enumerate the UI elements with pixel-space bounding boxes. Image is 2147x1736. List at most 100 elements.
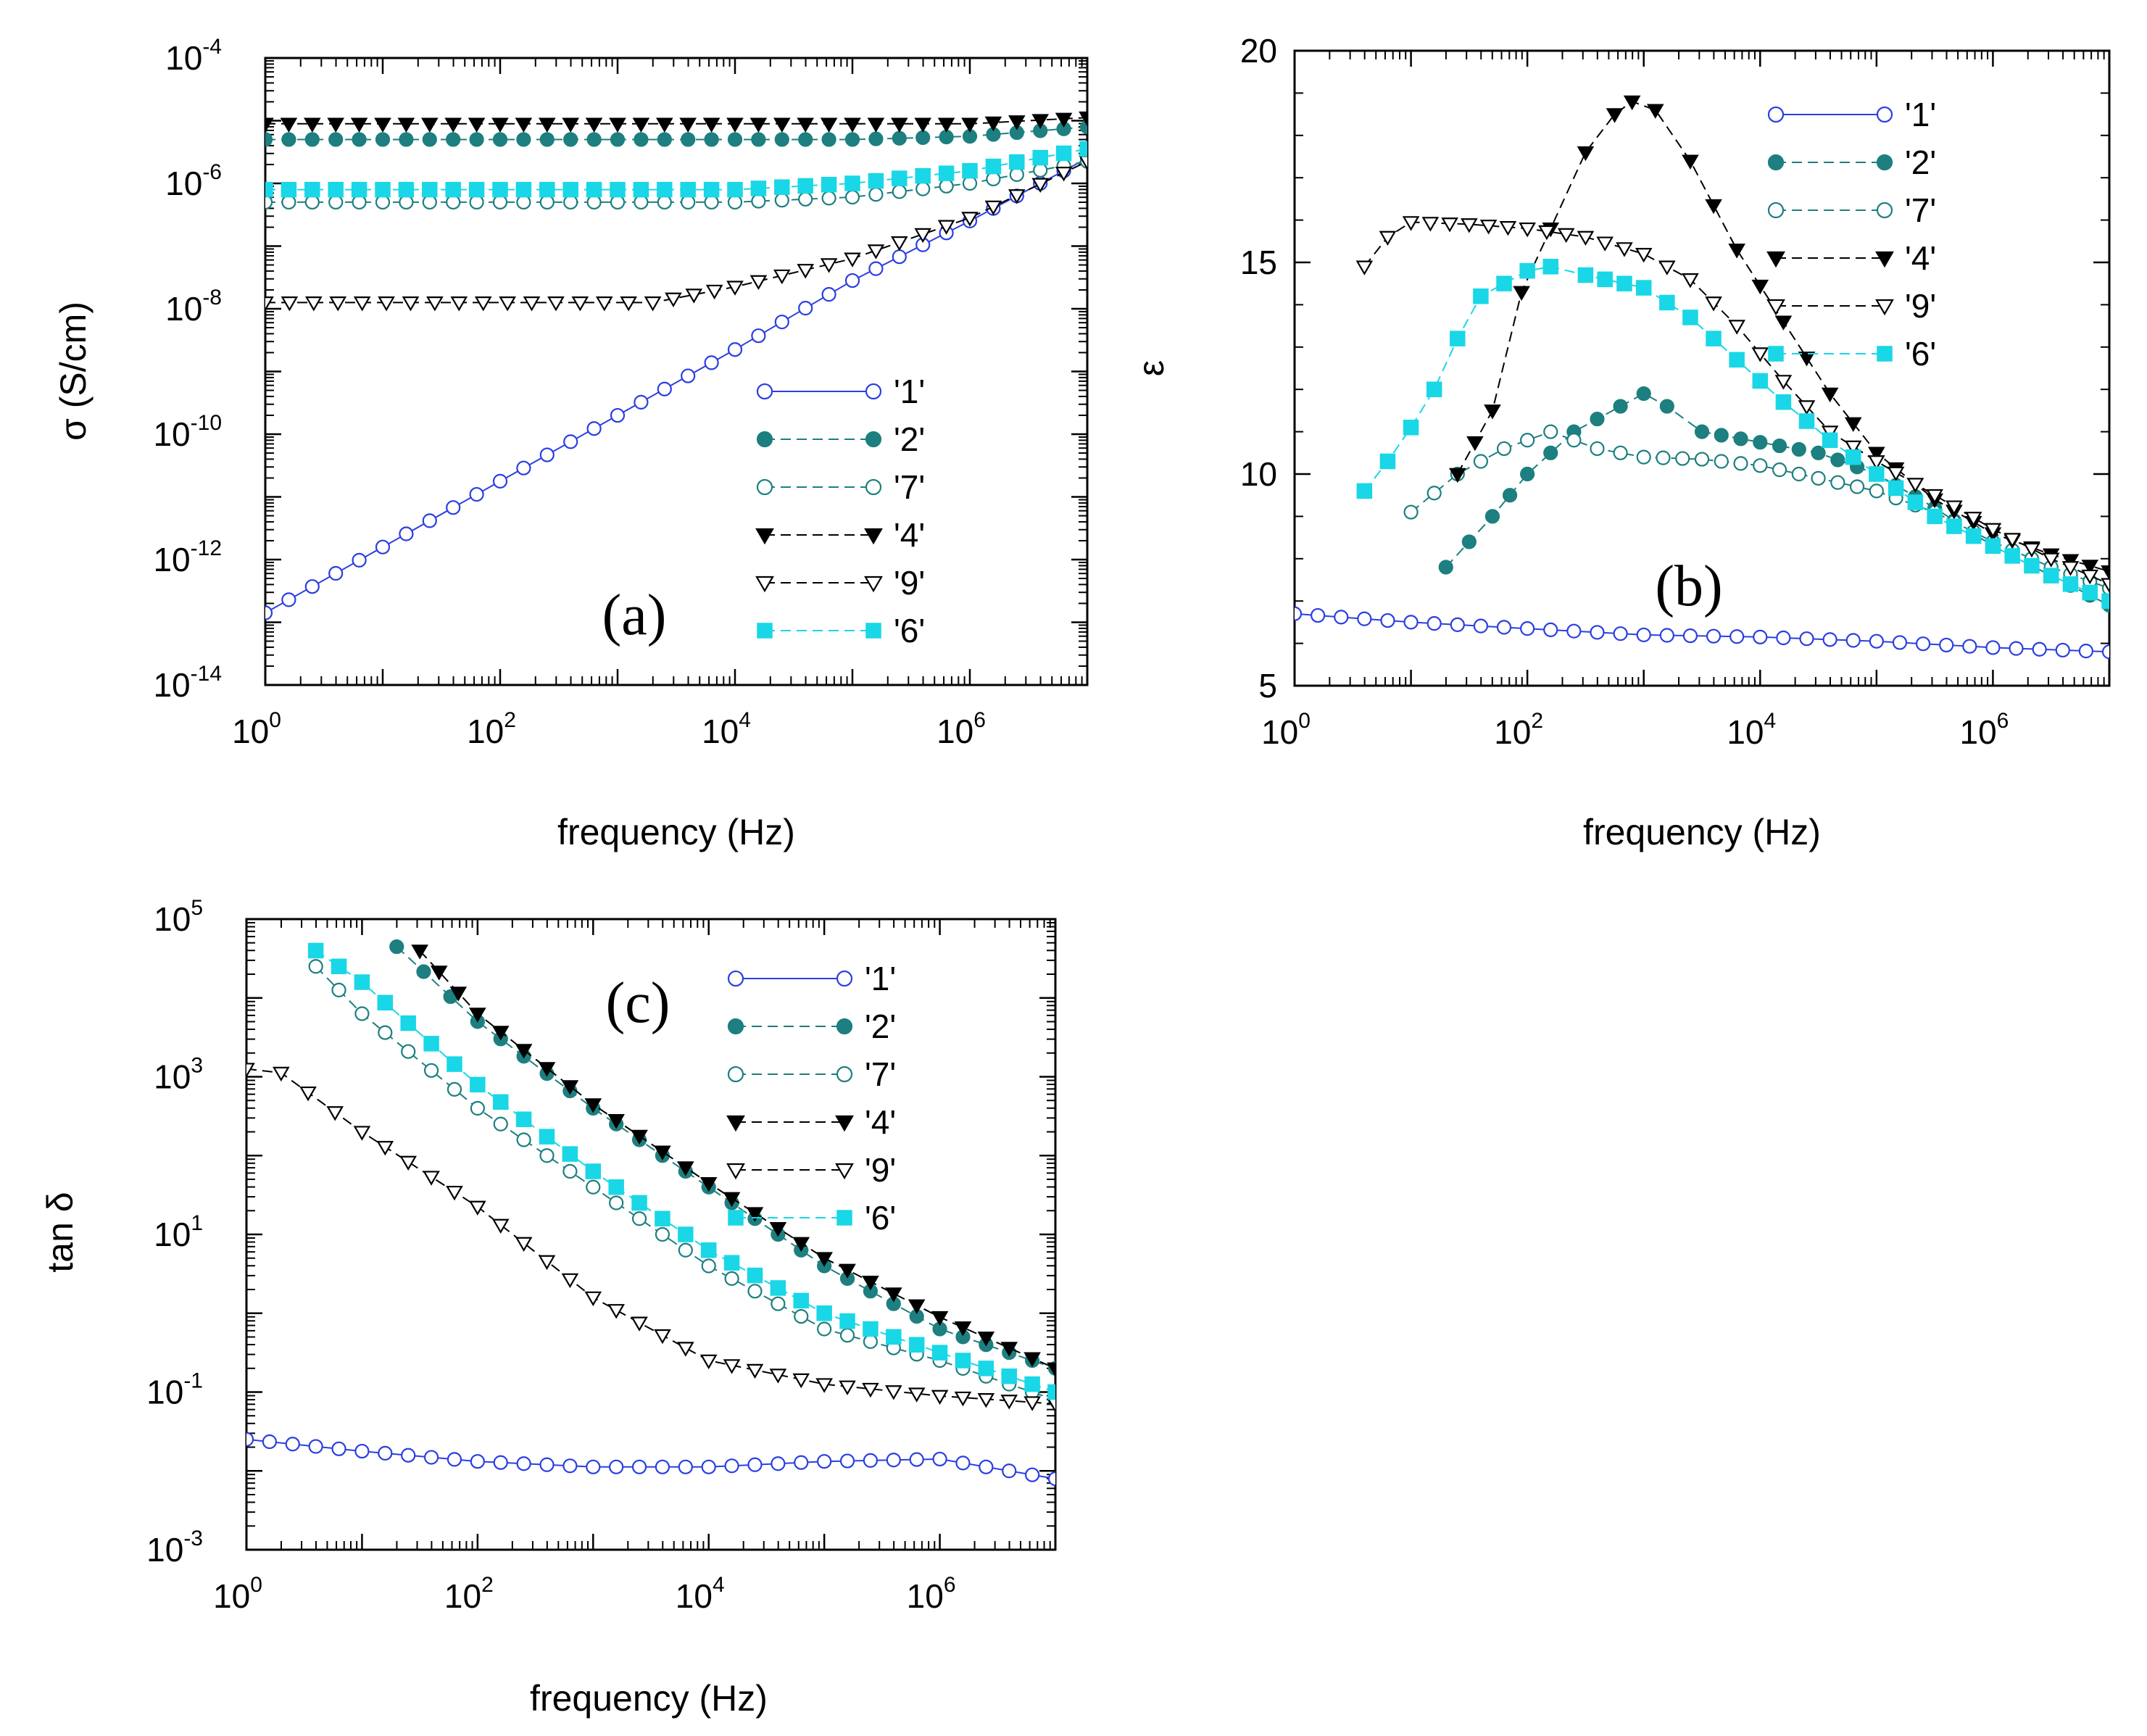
data-point — [774, 193, 789, 208]
data-point — [773, 269, 791, 285]
series-line — [265, 148, 1087, 191]
legend-label: '1' — [865, 960, 896, 997]
data-point — [423, 1036, 439, 1052]
data-point — [402, 296, 420, 312]
data-point — [1636, 449, 1651, 465]
data-point — [539, 181, 555, 198]
data-point — [2009, 641, 2024, 656]
data-point — [1334, 610, 1349, 625]
y-axis-label: tan δ — [40, 1192, 80, 1272]
data-point — [884, 1287, 902, 1303]
data-point — [2061, 561, 2080, 576]
data-point — [757, 623, 773, 639]
tick-base: 10 — [165, 165, 202, 202]
data-point — [2055, 642, 2070, 658]
data-point — [844, 132, 860, 147]
data-point — [328, 194, 344, 210]
data-point — [449, 987, 468, 1002]
data-point — [469, 132, 484, 147]
tick-base: 10 — [1261, 713, 1298, 751]
data-point — [422, 194, 437, 210]
series-layer — [265, 111, 1087, 620]
data-point — [1906, 478, 1924, 493]
tick-exponent: 0 — [1298, 709, 1311, 733]
data-point — [839, 1328, 855, 1343]
data-point — [750, 180, 767, 196]
series-1 — [246, 1432, 1055, 1487]
data-point — [704, 194, 719, 210]
data-point — [1473, 288, 1489, 304]
data-point — [1753, 458, 1768, 473]
data-point — [515, 1237, 533, 1253]
series-layer — [246, 939, 1055, 1487]
data-point — [1023, 1396, 1041, 1411]
data-point — [955, 1353, 971, 1369]
legend-item-1: '1' — [1767, 96, 1936, 133]
data-point — [1799, 631, 1814, 647]
data-point — [1427, 616, 1442, 631]
data-point — [701, 1258, 716, 1274]
data-point — [1751, 347, 1769, 362]
data-point — [655, 1226, 670, 1242]
data-point — [1774, 315, 1793, 331]
data-point — [939, 178, 954, 194]
x-tick-label: 100 — [232, 708, 281, 750]
y-tick-label: 103 — [154, 1054, 203, 1096]
data-point — [1543, 622, 1558, 638]
data-point — [1752, 373, 1769, 389]
data-point — [839, 1453, 855, 1469]
data-point — [1047, 1471, 1055, 1487]
data-point — [398, 181, 415, 198]
data-point — [746, 1363, 764, 1379]
data-point — [299, 1086, 317, 1102]
data-point — [1450, 617, 1465, 633]
data-point — [677, 1161, 694, 1176]
data-point — [890, 117, 908, 133]
data-point — [699, 1177, 718, 1192]
data-point — [470, 1076, 486, 1093]
data-point — [1519, 262, 1535, 279]
data-point — [797, 264, 815, 279]
data-point — [469, 486, 484, 502]
data-point — [327, 117, 345, 133]
data-point — [836, 970, 853, 987]
legend-item-9: '9' — [1766, 287, 1936, 325]
data-point — [1964, 512, 1982, 527]
data-point — [1311, 607, 1326, 623]
data-point — [400, 1015, 416, 1031]
series-clip — [1295, 95, 2109, 660]
data-point — [727, 1018, 744, 1035]
data-point — [654, 1329, 671, 1345]
data-point — [539, 194, 555, 210]
series-line — [1456, 100, 2109, 573]
data-point — [1466, 436, 1484, 452]
data-point — [1473, 454, 1489, 469]
data-point — [607, 1114, 625, 1129]
y-tick-label: 10-12 — [153, 536, 222, 578]
series-7 — [308, 959, 1055, 1408]
data-point — [962, 175, 978, 191]
data-point — [1031, 114, 1050, 129]
data-point — [1613, 626, 1628, 641]
data-point — [2024, 557, 2040, 574]
data-point — [1543, 424, 1558, 439]
data-point — [1876, 106, 1893, 123]
tick-exponent: 4 — [713, 1573, 725, 1597]
data-point — [1295, 606, 1303, 621]
plot-frame — [1293, 49, 2111, 687]
data-point — [747, 1267, 763, 1284]
x-tick-label: 106 — [937, 708, 986, 750]
data-point — [1613, 445, 1628, 460]
data-point — [584, 1098, 602, 1113]
tick-exponent: 4 — [1764, 709, 1777, 733]
data-point — [416, 964, 431, 979]
series-7 — [265, 154, 1087, 210]
tick-base: 10 — [702, 713, 739, 750]
data-point — [798, 301, 813, 316]
x-tick-label: 102 — [467, 708, 516, 750]
data-point — [1450, 331, 1466, 346]
